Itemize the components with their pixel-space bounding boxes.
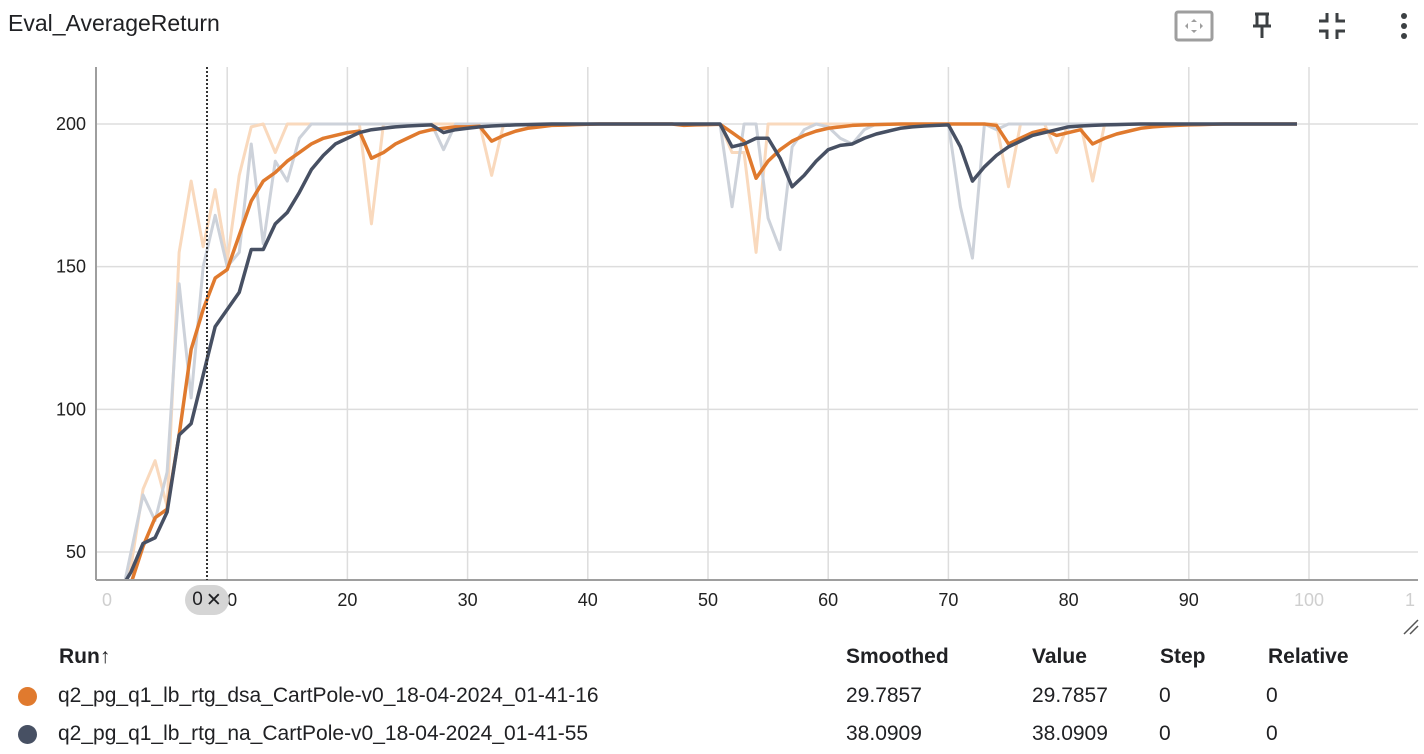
x-tick-label: 80 (1059, 590, 1079, 610)
relative-value: 0 (1266, 684, 1278, 707)
grid-lines (96, 67, 1418, 580)
more-options-button[interactable] (1384, 6, 1424, 46)
close-icon[interactable]: ✕ (205, 589, 222, 611)
more-vert-icon (1401, 13, 1407, 39)
y-tick-label: 150 (56, 257, 86, 277)
relative-value: 0 (1266, 722, 1278, 745)
smoothed-value: 38.0909 (846, 722, 922, 745)
raw-series-lines (123, 122, 1297, 580)
step-column-header[interactable]: Step (1160, 645, 1206, 668)
sort-ascending-icon: ↑ (99, 645, 111, 668)
raw-series-line-1 (123, 122, 1297, 580)
raw-value: 38.0909 (1032, 722, 1108, 745)
x-tick-label: 90 (1179, 590, 1199, 610)
pin-button[interactable] (1242, 6, 1282, 46)
run-name: q2_pg_q1_lb_rtg_na_CartPole-v0_18-04-202… (58, 722, 589, 745)
x-tick-labels: 01020304050607080901001 (102, 590, 1415, 610)
table-row[interactable]: q2_pg_q1_lb_rtg_dsa_CartPole-v0_18-04-20… (0, 679, 1424, 713)
raw-value: 29.7857 (1032, 684, 1108, 707)
smoothed-series-line-1 (124, 122, 1297, 580)
run-color-dot (18, 725, 37, 744)
smoothed-series-line-0 (130, 122, 1297, 580)
x-tick-label: 20 (337, 590, 357, 610)
x-tick-label: 50 (698, 590, 718, 610)
y-tick-label: 200 (56, 114, 86, 134)
table-row[interactable]: q2_pg_q1_lb_rtg_na_CartPole-v0_18-04-202… (0, 717, 1424, 751)
y-tick-label: 50 (66, 542, 86, 562)
raw-series-line-0 (125, 122, 1297, 580)
chart-title: Eval_AverageReturn (8, 10, 220, 36)
resize-handle-icon[interactable] (1400, 616, 1420, 636)
smoothed-column-header[interactable]: Smoothed (846, 645, 949, 668)
y-tick-label: 100 (56, 399, 86, 419)
collapse-button[interactable] (1312, 6, 1352, 46)
pin-icon (1253, 12, 1271, 38)
step-value: 0 (1159, 684, 1171, 707)
x-tick-label: 40 (578, 590, 598, 610)
step-cursor-chip[interactable]: 0 ✕ (185, 585, 229, 615)
x-tick-label: 60 (818, 590, 838, 610)
x-tick-label: 70 (938, 590, 958, 610)
run-column-header[interactable]: Run↑ (59, 645, 110, 669)
collapse-icon (1319, 13, 1345, 39)
step-cursor-value: 0 (192, 589, 203, 610)
step-value: 0 (1159, 722, 1171, 745)
x-tick-label: 100 (1294, 590, 1324, 610)
x-tick-label: 1 (1405, 590, 1415, 610)
run-color-dot (18, 687, 37, 706)
x-tick-label: 0 (102, 590, 112, 610)
smoothed-series-lines (124, 122, 1297, 580)
fit-domain-button[interactable] (1174, 6, 1214, 46)
relative-column-header[interactable]: Relative (1268, 645, 1349, 668)
run-name: q2_pg_q1_lb_rtg_dsa_CartPole-v0_18-04-20… (58, 684, 599, 707)
smoothed-value: 29.7857 (846, 684, 922, 707)
y-tick-labels: 50 100 150 200 (56, 114, 86, 562)
x-tick-label: 30 (458, 590, 478, 610)
run-header-label: Run (59, 645, 100, 668)
fit-domain-icon (1174, 10, 1214, 42)
value-column-header[interactable]: Value (1032, 645, 1087, 668)
axes (95, 67, 1418, 581)
